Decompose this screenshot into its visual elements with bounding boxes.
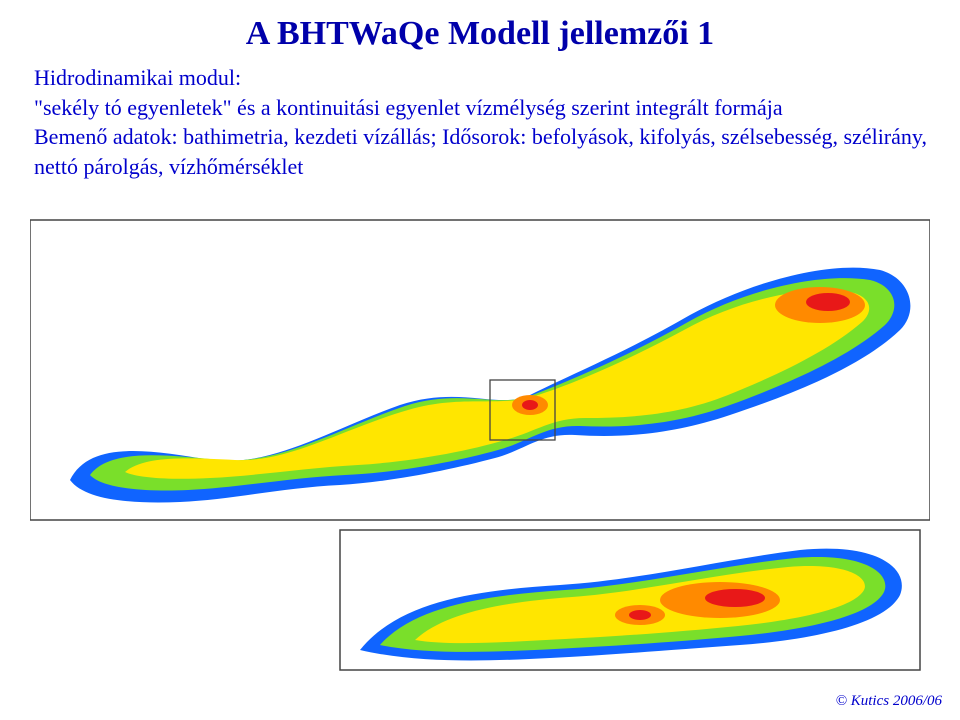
line-1: "sekély tó egyenletek" és a kontinuitási… xyxy=(34,93,930,123)
subtitle: Hidrodinamikai modul: xyxy=(34,63,930,93)
line-2: Bemenő adatok: bathimetria, kezdeti vízá… xyxy=(34,122,930,181)
footer-copyright: © Kutics 2006/06 xyxy=(836,693,942,710)
map-chart xyxy=(30,200,930,680)
slide-title: A BHTWaQe Modell jellemzői 1 xyxy=(30,15,930,53)
body-text: Hidrodinamikai modul: "sekély tó egyenle… xyxy=(34,63,930,182)
